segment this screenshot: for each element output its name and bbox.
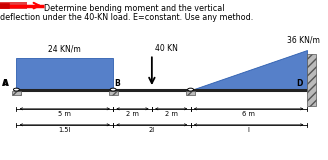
Text: 1.5I: 1.5I <box>59 127 71 133</box>
Text: A: A <box>2 79 8 88</box>
Bar <box>12 91 21 95</box>
Text: 24 KN/m: 24 KN/m <box>49 45 81 54</box>
Bar <box>186 91 195 95</box>
Text: I: I <box>248 127 250 133</box>
FancyBboxPatch shape <box>0 2 27 9</box>
Polygon shape <box>191 50 307 90</box>
Text: 5 m: 5 m <box>58 111 71 117</box>
Circle shape <box>13 88 19 91</box>
Text: B: B <box>114 79 120 88</box>
Bar <box>109 91 118 95</box>
Text: A: A <box>3 79 9 88</box>
Bar <box>307 54 316 106</box>
Circle shape <box>110 88 116 91</box>
Text: 2 m: 2 m <box>165 111 178 117</box>
Text: D: D <box>297 79 303 88</box>
Text: Determine bending moment and the vertical: Determine bending moment and the vertica… <box>44 4 225 13</box>
Circle shape <box>188 88 194 91</box>
Text: 36 KN/m: 36 KN/m <box>287 36 320 45</box>
Text: deflection under the 40-KN load. E=constant. Use any method.: deflection under the 40-KN load. E=const… <box>0 13 253 22</box>
Text: 40 KN: 40 KN <box>155 44 178 53</box>
Text: 6 m: 6 m <box>242 111 255 117</box>
Text: 2 m: 2 m <box>126 111 139 117</box>
Text: 2I: 2I <box>149 127 155 133</box>
Bar <box>16 58 113 90</box>
